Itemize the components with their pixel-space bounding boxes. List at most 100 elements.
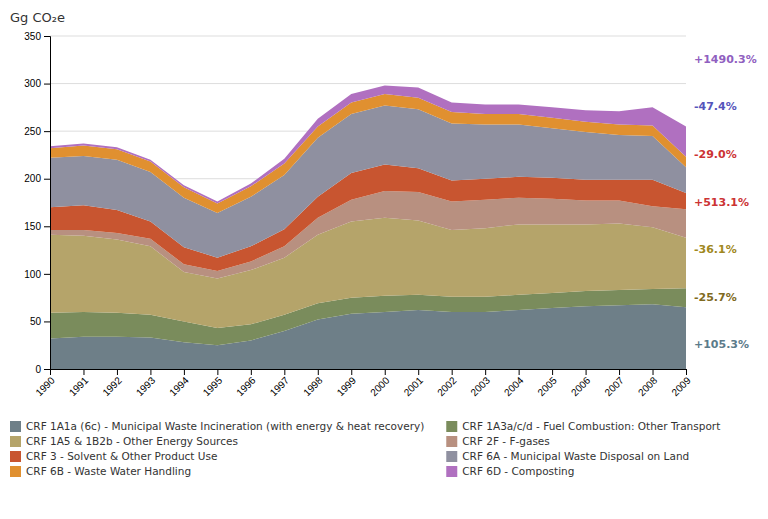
- x-tick-mark: [150, 369, 151, 375]
- annotation: -25.7%: [694, 291, 737, 304]
- y-tick: 0: [35, 364, 50, 375]
- x-tick-mark: [251, 369, 252, 375]
- x-tick: 1996: [234, 369, 258, 398]
- legend-label: CRF 3 - Solvent & Other Product Use: [26, 450, 217, 462]
- y-tick: 200: [24, 173, 50, 184]
- y-tick-mark: [44, 274, 50, 275]
- x-tick-label: 2003: [469, 374, 493, 398]
- legend-item: CRF 2F - F-gases: [446, 435, 550, 448]
- y-tick-label: 200: [24, 173, 41, 184]
- x-tick: 2004: [502, 369, 526, 398]
- x-tick-label: 2009: [669, 374, 693, 398]
- y-tick: 100: [24, 269, 50, 280]
- x-tick-mark: [519, 369, 520, 375]
- legend-item: CRF 6D - Composting: [446, 465, 574, 478]
- legend-swatch: [446, 436, 457, 447]
- x-tick-mark: [686, 369, 687, 375]
- annotation: -47.4%: [694, 100, 737, 113]
- y-tick-mark: [44, 36, 50, 37]
- x-tick: 2003: [469, 369, 493, 398]
- y-tick: 350: [24, 31, 50, 42]
- y-tick-label: 100: [24, 269, 41, 280]
- x-tick: 1992: [100, 369, 124, 398]
- x-tick-mark: [385, 369, 386, 375]
- y-tick-label: 150: [24, 221, 41, 232]
- annotation: +105.3%: [694, 338, 749, 351]
- legend-label: CRF 1A5 & 1B2b - Other Energy Sources: [26, 435, 238, 447]
- legend-item: CRF 6B - Waste Water Handling: [10, 465, 191, 478]
- legend-label: CRF 6A - Municipal Waste Disposal on Lan…: [462, 450, 689, 462]
- x-tick-label: 1992: [100, 374, 124, 398]
- y-tick: 50: [30, 316, 50, 327]
- y-tick-label: 250: [24, 126, 41, 137]
- area: [50, 85, 686, 203]
- legend-swatch: [10, 436, 21, 447]
- x-tick-mark: [284, 369, 285, 375]
- x-tick: 1993: [134, 369, 158, 398]
- annotations: +1490.3%-47.4%-29.0%+513.1%-36.1%-25.7%+…: [694, 53, 757, 351]
- x-tick-label: 1997: [268, 374, 292, 398]
- annotation: +513.1%: [694, 196, 749, 209]
- x-tick-label: 1998: [301, 374, 325, 398]
- x-tick-label: 1993: [134, 374, 158, 398]
- x-tick-label: 2002: [435, 374, 459, 398]
- x-tick-mark: [217, 369, 218, 375]
- x-tick-label: 1990: [33, 374, 57, 398]
- legend-label: CRF 2F - F-gases: [462, 435, 550, 447]
- legend-swatch: [10, 466, 21, 477]
- x-tick-mark: [653, 369, 654, 375]
- x-tick-mark: [351, 369, 352, 375]
- x-tick: 2006: [569, 369, 593, 398]
- x-tick: 2002: [435, 369, 459, 398]
- y-tick: 250: [24, 126, 50, 137]
- x-axis-line: [51, 370, 687, 376]
- x-tick-label: 2005: [535, 374, 559, 398]
- y-tick-label: 0: [35, 364, 41, 375]
- x-tick: 1998: [301, 369, 325, 398]
- x-tick-mark: [485, 369, 486, 375]
- x-tick: 2008: [636, 369, 660, 398]
- legend-swatch: [10, 451, 21, 462]
- x-tick: 2005: [535, 369, 559, 398]
- y-tick-mark: [44, 84, 50, 85]
- x-tick: 2001: [402, 369, 426, 398]
- x-tick-label: 1991: [67, 374, 91, 398]
- x-tick-mark: [83, 369, 84, 375]
- legend-item: CRF 1A1a (6c) - Municipal Waste Incinera…: [10, 420, 424, 433]
- x-tick-mark: [117, 369, 118, 375]
- x-tick-label: 1999: [335, 374, 359, 398]
- areas: [50, 85, 686, 369]
- x-tick-mark: [184, 369, 185, 375]
- x-tick: 1995: [201, 369, 225, 398]
- legend-label: CRF 6D - Composting: [462, 465, 574, 477]
- title: Gg CO₂e: [10, 10, 65, 25]
- x-tick-label: 2000: [368, 374, 392, 398]
- legend-item: CRF 3 - Solvent & Other Product Use: [10, 450, 217, 463]
- y-tick-mark: [44, 321, 50, 322]
- legend-label: CRF 1A1a (6c) - Municipal Waste Incinera…: [26, 420, 424, 432]
- x-tick-label: 2007: [602, 374, 626, 398]
- legend-swatch: [446, 421, 457, 432]
- y-tick-label: 50: [30, 316, 42, 327]
- x-tick: 2007: [602, 369, 626, 398]
- legend: CRF 1A1a (6c) - Municipal Waste Incinera…: [10, 420, 720, 478]
- x-tick-label: 2004: [502, 374, 526, 398]
- legend-swatch: [446, 451, 457, 462]
- annotation: -36.1%: [694, 243, 737, 256]
- x-tick: 1997: [268, 369, 292, 398]
- legend-label: CRF 1A3a/c/d - Fuel Combustion: Other Tr…: [462, 420, 720, 432]
- x-tick: 1994: [167, 369, 191, 398]
- grid-line: [50, 83, 686, 84]
- x-tick-mark: [586, 369, 587, 375]
- annotation: -29.0%: [694, 148, 737, 161]
- x-tick-label: 1995: [201, 374, 225, 398]
- x-tick-label: 2001: [402, 374, 426, 398]
- x-tick: 2000: [368, 369, 392, 398]
- legend-swatch: [446, 466, 457, 477]
- legend-item: CRF 1A5 & 1B2b - Other Energy Sources: [10, 435, 238, 448]
- y-tick-mark: [44, 369, 50, 370]
- x-tick-label: 2006: [569, 374, 593, 398]
- y-tick-mark: [44, 131, 50, 132]
- x-tick-mark: [418, 369, 419, 375]
- grid-line: [50, 36, 686, 37]
